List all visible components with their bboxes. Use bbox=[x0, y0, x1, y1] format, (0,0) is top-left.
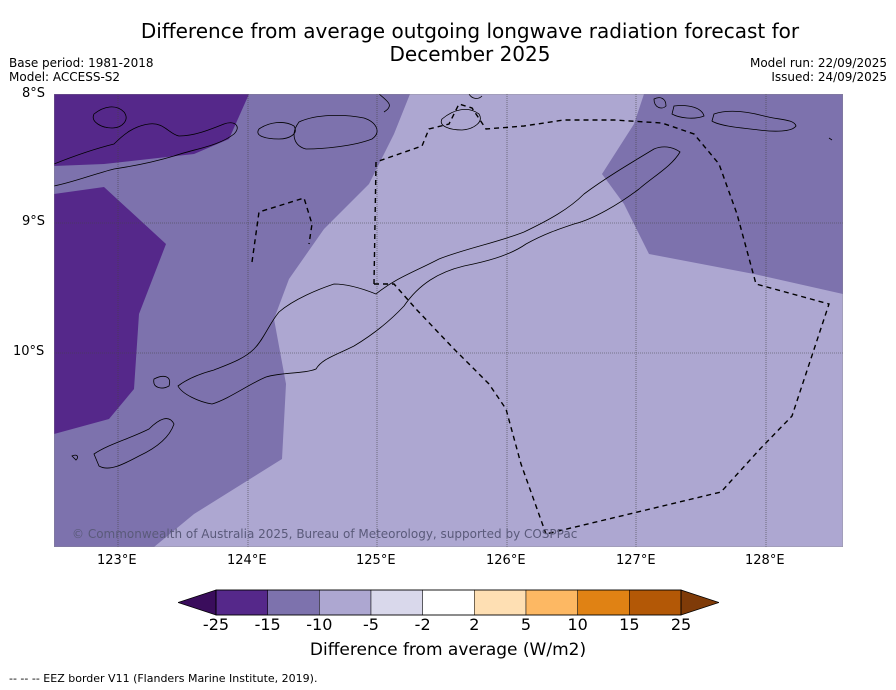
lon-label-123e: 123°E bbox=[97, 553, 137, 568]
island-chain-coast bbox=[54, 122, 238, 187]
map-title: Difference from average outgoing longwav… bbox=[110, 20, 830, 66]
title-line-2: December 2025 bbox=[389, 42, 551, 66]
metadata-left: Base period: 1981-2018 Model: ACCESS-S2 bbox=[9, 56, 154, 84]
colorbar-segment bbox=[474, 589, 527, 616]
colorbar-segment bbox=[267, 589, 320, 616]
colorbar-label: Difference from average (W/m2) bbox=[309, 640, 587, 660]
island-islet-2 bbox=[257, 122, 296, 140]
lat-label-8s: 8°S bbox=[22, 86, 46, 101]
coastlines bbox=[54, 94, 833, 469]
base-period: Base period: 1981-2018 bbox=[9, 56, 154, 70]
colorbar-tick-label: -10 bbox=[306, 615, 333, 634]
colorbar-segment bbox=[422, 589, 475, 616]
eez-footnote: -- -- -- EEZ border V11 (Flanders Marine… bbox=[9, 672, 318, 685]
colorbar-segment bbox=[370, 589, 423, 616]
babar-island-coast bbox=[711, 110, 797, 132]
island-islet-8 bbox=[153, 375, 171, 389]
title-line-1: Difference from average outgoing longwav… bbox=[140, 19, 800, 43]
colorbar-segment bbox=[319, 589, 372, 616]
map-panel[interactable]: © Commonwealth of Australia 2025, Bureau… bbox=[54, 94, 843, 547]
lat-label-10s: 10°S bbox=[13, 344, 45, 359]
anomaly-region-dark-west bbox=[54, 187, 166, 434]
metadata-right: Model run: 22/09/2025 Issued: 24/09/2025 bbox=[750, 56, 887, 84]
colorbar-segment bbox=[215, 589, 268, 616]
lon-label-127e: 127°E bbox=[616, 553, 656, 568]
island-islet-3 bbox=[440, 109, 481, 131]
colorbar-tick-label: -25 bbox=[202, 615, 230, 634]
lon-label-124e: 124°E bbox=[227, 553, 267, 568]
alor-island-coast bbox=[293, 114, 378, 150]
anomaly-region-dark-north bbox=[54, 94, 249, 166]
island-islet-6 bbox=[671, 105, 705, 119]
lat-label-9s: 9°S bbox=[22, 214, 46, 229]
colorbar-extend-high bbox=[681, 590, 719, 615]
colorbar-tick-label: 10 bbox=[567, 615, 588, 634]
issued-date: Issued: 24/09/2025 bbox=[771, 70, 887, 84]
eez-border bbox=[251, 103, 830, 535]
map-copyright: © Commonwealth of Australia 2025, Bureau… bbox=[72, 527, 577, 541]
wetar-coast-fragment bbox=[378, 94, 390, 113]
colorbar-tick-label: 25 bbox=[670, 615, 692, 634]
colorbar-tick-label: -15 bbox=[254, 615, 281, 634]
colorbar-segment bbox=[525, 589, 578, 616]
model-run: Model run: 22/09/2025 bbox=[749, 56, 887, 70]
colorbar-tick-label: 15 bbox=[619, 615, 640, 634]
island-islet-7 bbox=[828, 137, 833, 141]
colorbar-segment bbox=[629, 589, 682, 616]
colorbar-outline bbox=[215, 589, 682, 616]
colorbar-extend-low bbox=[178, 590, 216, 615]
savu-island-coast bbox=[71, 454, 79, 461]
island-islet-5 bbox=[653, 97, 667, 109]
anomaly-region-west bbox=[54, 94, 410, 547]
colorbar-tick-label: 2 bbox=[469, 615, 480, 634]
colorbar-segment bbox=[577, 589, 630, 616]
lon-label-125e: 125°E bbox=[356, 553, 396, 568]
model-name: Model: ACCESS-S2 bbox=[9, 70, 121, 84]
colorbar-tick-label: -2 bbox=[414, 615, 431, 634]
lon-label-128e: 128°E bbox=[745, 553, 785, 568]
colorbar bbox=[178, 589, 719, 616]
island-islet-1 bbox=[92, 106, 127, 129]
gridlines bbox=[54, 94, 843, 547]
anomaly-region-east bbox=[602, 94, 843, 294]
colorbar-tick-label: -5 bbox=[363, 615, 379, 634]
colorbar-segments bbox=[178, 589, 719, 616]
lon-label-126e: 126°E bbox=[486, 553, 526, 568]
island-islet-4 bbox=[468, 94, 483, 99]
rote-island-coast bbox=[93, 418, 175, 469]
colorbar-tick-label: 5 bbox=[520, 615, 532, 634]
timor-island-coast bbox=[177, 146, 681, 405]
